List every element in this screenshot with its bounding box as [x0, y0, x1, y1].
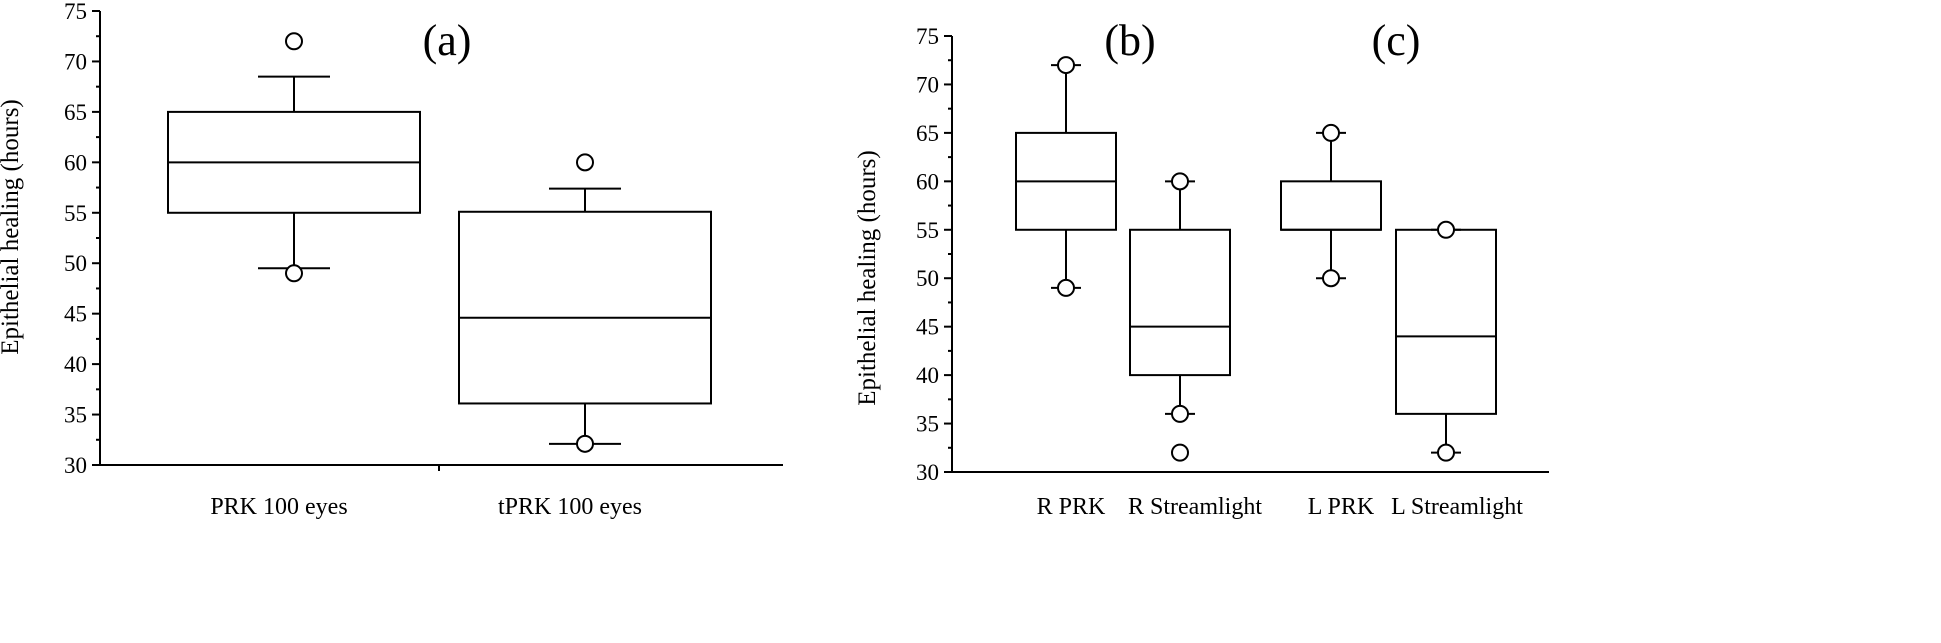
panel-bc-y-tick-label: 75	[916, 24, 939, 49]
panel-bc-y-tick-label: 60	[916, 169, 939, 194]
outlier-point	[285, 32, 303, 51]
panel-bc-box-1	[1015, 56, 1117, 297]
panel-a-box-2	[458, 153, 712, 453]
panel-bc-category-label: L Streamlight	[1391, 494, 1523, 520]
outlier-point	[1322, 123, 1340, 142]
iqr-box	[1280, 180, 1382, 231]
panel-a-y-tick-label: 30	[64, 453, 87, 478]
outlier-point	[1322, 269, 1340, 288]
panel-bc-y-tick-label: 55	[916, 218, 939, 243]
outlier-point	[576, 153, 594, 172]
panel-a-category-label: tPRK 100 eyes	[498, 494, 642, 520]
outlier-point	[1171, 404, 1189, 423]
outlier-point	[1171, 172, 1189, 191]
iqr-box	[458, 210, 712, 405]
panel-a-y-tick-label: 65	[64, 100, 87, 125]
panel-bc-y-tick-label: 35	[916, 412, 939, 437]
panel-bc-box-4	[1395, 220, 1497, 462]
outlier-point	[1437, 220, 1455, 239]
panel-label: (c)	[1372, 16, 1421, 65]
panel-bc-box-2	[1129, 172, 1231, 462]
panel-a-category-label: PRK 100 eyes	[210, 494, 347, 520]
panel-a-y-tick-label: 45	[64, 302, 87, 327]
panel-a-y-axis-title: Epithelial healing (hours)	[0, 99, 24, 354]
panel-a-y-tick-label: 50	[64, 251, 87, 276]
panel-bc-category-label: R Streamlight	[1128, 494, 1262, 520]
panel-label: (a)	[423, 16, 472, 65]
iqr-box	[1129, 228, 1231, 377]
panel-a-y-tick-label: 70	[64, 49, 87, 74]
iqr-box	[1395, 228, 1497, 415]
outlier-point	[1057, 278, 1075, 297]
panel-bc-y-axis-title: Epithelial healing (hours)	[854, 150, 881, 405]
panel-a-y-tick-label: 40	[64, 352, 87, 377]
panel-bc-category-label: R PRK	[1037, 494, 1106, 520]
panel-a-y-tick-label: 60	[64, 150, 87, 175]
panel-bc-y-tick-label: 65	[916, 121, 939, 146]
panel-bc-y-tick-label: 30	[916, 460, 939, 485]
panel-label: (b)	[1104, 16, 1155, 65]
outlier-point	[285, 264, 303, 283]
panel-a-y-tick-label: 55	[64, 201, 87, 226]
panel-bc-y-tick-label: 45	[916, 315, 939, 340]
panel-a-y-tick-label: 35	[64, 403, 87, 428]
panel-bc-box-3	[1280, 123, 1382, 288]
panel-bc-y-tick-label: 40	[916, 363, 939, 388]
panel-bc-y-tick-label: 70	[916, 72, 939, 97]
outlier-point	[1171, 443, 1189, 462]
panel-a-y-tick-label: 75	[64, 0, 87, 24]
panel-a-box-1	[167, 32, 421, 283]
outlier-point	[576, 434, 594, 453]
panel-bc-category-label: L PRK	[1308, 494, 1375, 520]
outlier-point	[1057, 56, 1075, 75]
panel-bc-y-tick-label: 50	[916, 266, 939, 291]
outlier-point	[1437, 443, 1455, 462]
